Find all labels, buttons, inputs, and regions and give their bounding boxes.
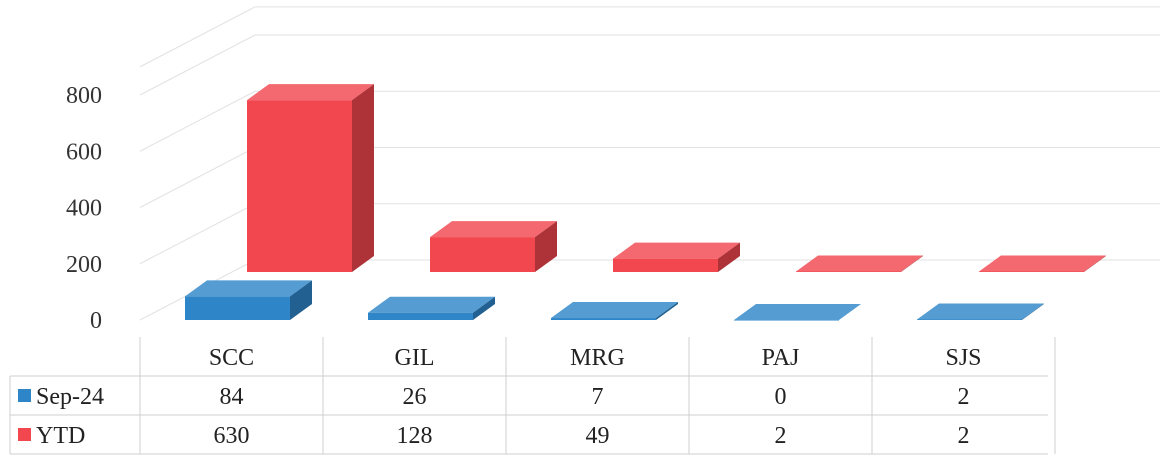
data-label: 49 [586,423,610,449]
bar-ytd [613,242,740,272]
category-label: SJS [945,345,981,371]
legend-swatch [18,428,31,441]
bars [185,84,1106,321]
bar-sep-24 [368,296,495,320]
data-label: 630 [214,423,250,449]
bar-sep-24 [185,280,312,320]
category-label: PAJ [762,345,800,371]
gridline [139,6,1160,68]
data-label: 2 [958,423,970,449]
gridline [139,90,1160,152]
bar-sep-24 [917,303,1044,320]
legend-swatch [18,389,31,402]
bar-sep-24 [734,304,861,321]
y-tick-label: 0 [90,308,102,334]
y-tick-label: 400 [66,196,102,222]
data-label: 2 [958,384,970,410]
bar-ytd [430,221,557,272]
y-tick-label: 800 [66,83,102,109]
data-label: 0 [775,384,787,410]
gridline [139,34,1160,96]
bar-ytd [796,255,923,272]
data-label: 84 [220,384,244,410]
category-label: MRG [570,345,625,371]
data-label: 26 [403,384,427,410]
y-tick-label: 200 [66,252,102,278]
category-label: SCC [209,345,254,371]
legend-label: YTD [36,423,85,449]
data-label: 7 [592,384,604,410]
data-label: 128 [397,423,433,449]
category-label: GIL [395,345,435,371]
bar-sep-24 [551,302,678,320]
data-label: 2 [775,423,787,449]
bar-ytd [979,255,1106,272]
legend-label: Sep-24 [36,384,104,410]
bar-ytd [247,84,374,272]
y-axis-ticks: 0 200 400 600 800 [66,83,102,334]
y-tick-label: 600 [66,139,102,165]
data-table: SCC GIL MRG PAJ SJS Sep-24 84 26 7 0 2 YTD 630 128 49 2… [9,337,1056,455]
